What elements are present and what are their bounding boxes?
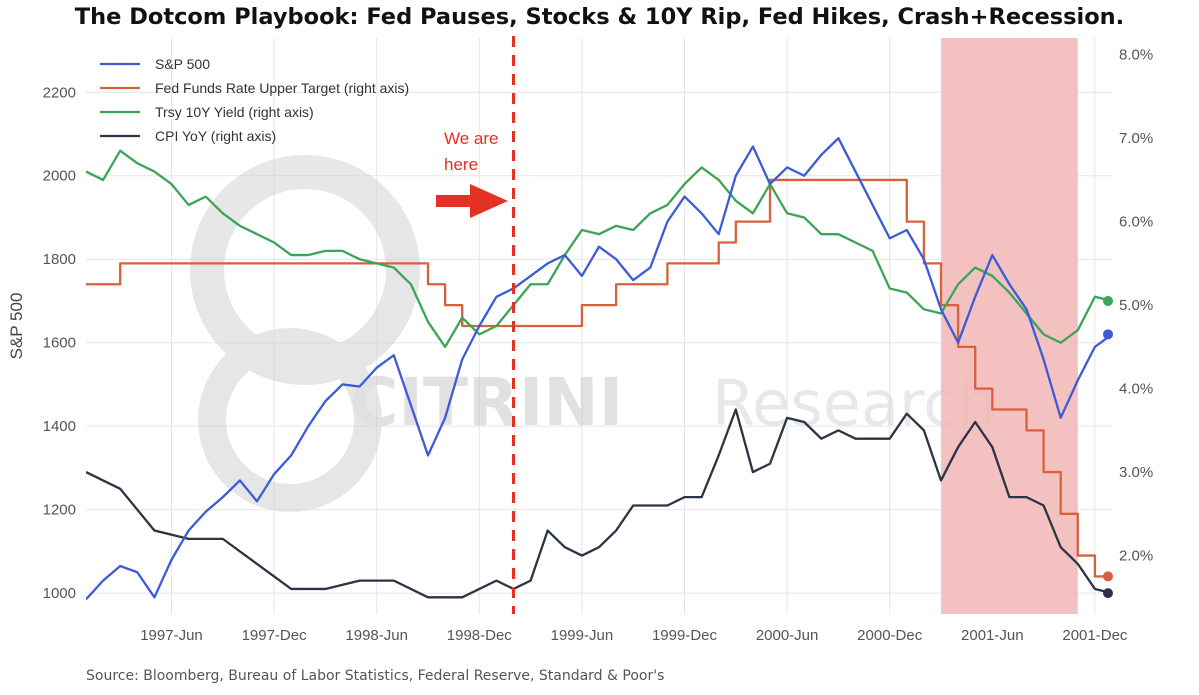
recession-band xyxy=(941,38,1078,614)
right-tick-label: 8.0% xyxy=(1119,47,1153,64)
x-tick-label: 2001-Dec xyxy=(1062,627,1128,644)
right-tick-label: 3.0% xyxy=(1119,464,1153,481)
series-line-2 xyxy=(86,178,1112,578)
annotation-line-2: here xyxy=(444,155,478,174)
series-endpoints xyxy=(1103,295,1113,599)
left-tick-label: 1800 xyxy=(43,251,76,268)
x-tick-label: 2000-Dec xyxy=(857,627,923,644)
legend-entry-3: Trsy 10Y Yield (right axis) xyxy=(155,104,314,120)
right-tick-label: 5.0% xyxy=(1119,297,1153,314)
left-tick-label: 2000 xyxy=(43,168,76,185)
series-endpoint-1 xyxy=(1103,329,1113,340)
right-tick-label: 6.0% xyxy=(1119,214,1153,231)
legend: S&P 500 Fed Funds Rate Upper Target (righ… xyxy=(100,56,409,144)
chart-title: The Dotcom Playbook: Fed Pauses, Stocks … xyxy=(74,4,1125,30)
x-tick-label: 1997-Jun xyxy=(140,627,203,644)
source-note: Source: Bloomberg, Bureau of Labor Stati… xyxy=(86,668,665,684)
recession-shading xyxy=(941,38,1078,614)
chart-canvas: CITRINI Research We are here S&P 500 Fed … xyxy=(7,36,1153,644)
series-endpoint-3 xyxy=(1103,295,1113,306)
right-axis-ticks: 2.0% 3.0% 4.0% 5.0% 6.0% 7.0% 8.0% xyxy=(1119,47,1153,565)
x-tick-label: 2000-Jun xyxy=(756,627,819,644)
left-tick-label: 2200 xyxy=(43,84,76,101)
watermark-logo-ring-small xyxy=(198,328,382,512)
annotation-line-1: We are xyxy=(444,129,499,148)
left-tick-label: 1600 xyxy=(43,335,76,352)
series-lines xyxy=(86,137,1112,601)
left-axis-ticks: 1000 1200 1400 1600 1800 2000 2200 xyxy=(43,84,76,602)
y-axis-label: S&P 500 xyxy=(7,293,26,360)
series-line-1 xyxy=(86,137,1112,601)
legend-entry-1: S&P 500 xyxy=(155,56,210,72)
right-tick-label: 7.0% xyxy=(1119,130,1153,147)
we-are-here-annotation: We are here xyxy=(436,129,508,218)
left-tick-label: 1000 xyxy=(43,585,76,602)
left-tick-label: 1400 xyxy=(43,418,76,435)
series-endpoint-4 xyxy=(1103,588,1113,599)
x-tick-label: 1999-Dec xyxy=(652,627,718,644)
watermark: CITRINI Research xyxy=(190,155,996,512)
x-tick-label: 1999-Jun xyxy=(551,627,614,644)
series-line-4 xyxy=(86,408,1112,599)
x-axis-ticks: 1997-Jun 1997-Dec 1998-Jun 1998-Dec 1999-Jun… xyxy=(140,627,1128,644)
series-line-3 xyxy=(86,149,1112,349)
x-tick-label: 1998-Jun xyxy=(345,627,408,644)
left-tick-label: 1200 xyxy=(43,502,76,519)
x-tick-label: 1997-Dec xyxy=(242,627,308,644)
watermark-text: CITRINI xyxy=(350,364,623,441)
series-endpoint-2 xyxy=(1103,571,1113,582)
x-tick-label: 1998-Dec xyxy=(447,627,513,644)
right-tick-label: 2.0% xyxy=(1119,548,1153,565)
right-tick-label: 4.0% xyxy=(1119,381,1153,398)
watermark-logo-ring xyxy=(190,155,420,385)
legend-entry-2: Fed Funds Rate Upper Target (right axis) xyxy=(155,80,409,96)
x-tick-label: 2001-Jun xyxy=(961,627,1024,644)
legend-entry-4: CPI YoY (right axis) xyxy=(155,128,276,144)
red-arrow-icon xyxy=(436,184,508,218)
